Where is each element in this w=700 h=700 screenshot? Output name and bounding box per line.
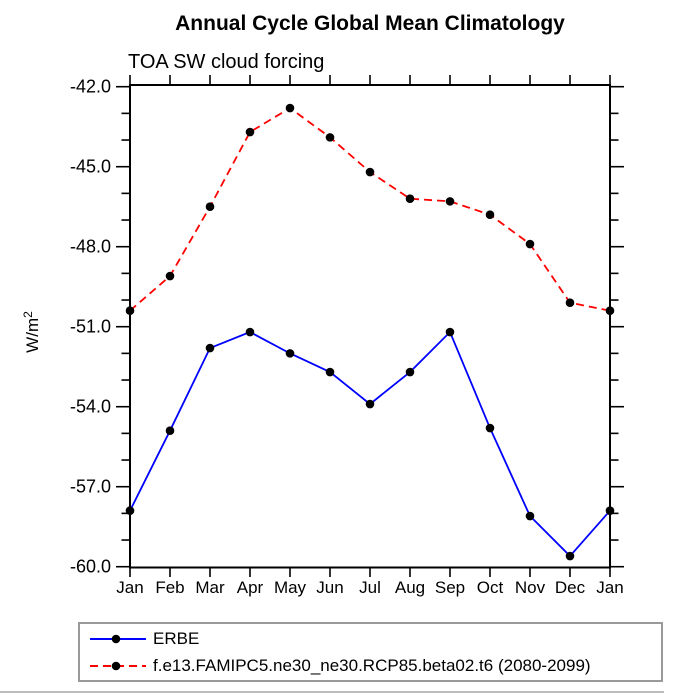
data-point [525,239,535,249]
data-point [245,327,255,337]
data-point [445,197,455,206]
data-point [365,399,375,409]
legend-label-model: f.e13.FAMIPC5.ne30_ne30.RCP85.beta02.t6 … [153,655,591,675]
data-point [565,298,575,308]
x-tick-label: Jun [316,578,343,597]
data-point [325,133,335,142]
data-point [165,426,175,436]
data-point [485,423,495,433]
chart-subtitle: TOA SW cloud forcing [128,51,325,73]
data-point [245,127,255,137]
data-point [365,167,375,177]
y-tick-label: -51.0 [70,317,111,337]
data-point [605,306,615,316]
y-tick-label: -42.0 [70,77,111,97]
x-tick-label: Jul [359,578,381,597]
y-tick-label: -60.0 [70,557,111,577]
legend-item-erbe: ERBE [89,626,661,651]
y-axis-title: W/m2 [21,311,42,353]
x-tick-label: Apr [237,578,264,597]
plot-frame [129,84,611,569]
legend: ERBE f.e13.FAMIPC5.ne30_ne30.RCP85.beta0… [78,622,663,682]
data-point [605,506,615,516]
x-tick-label: Feb [155,578,184,597]
data-point [125,506,135,516]
x-tick-label: Dec [555,578,586,597]
legend-label-erbe: ERBE [153,628,200,648]
data-point [285,103,295,113]
series-line-erbe [129,330,611,558]
data-point [125,306,135,316]
data-point [325,367,335,377]
x-tick-label: Nov [515,578,546,597]
x-tick-label: May [274,578,307,597]
data-point [525,511,535,521]
data-point [165,271,175,281]
legend-item-model: f.e13.FAMIPC5.ne30_ne30.RCP85.beta02.t6 … [89,653,661,678]
model-line-sample-icon [90,661,146,670]
data-point [205,343,215,353]
data-point [205,202,215,212]
data-point [445,327,455,337]
chart-title: Annual Cycle Global Mean Climatology [175,12,565,35]
x-tick-label: Mar [195,578,225,597]
data-point [285,349,295,358]
data-point [405,194,415,204]
x-tick-label: Jan [116,578,143,597]
x-tick-label: Jan [596,578,623,597]
x-tick-label: Oct [477,578,504,597]
x-tick-label: Aug [395,578,425,597]
y-tick-label: -45.0 [70,157,111,177]
erbe-line-sample-icon [90,634,146,643]
x-tick-label: Sep [435,578,465,597]
y-tick-label: -57.0 [70,477,111,497]
next-panel-top-edge [0,691,664,693]
data-point [565,551,575,561]
y-tick-label: -48.0 [70,237,111,257]
data-point [405,367,415,377]
series-line-model [129,106,611,312]
y-tick-label: -54.0 [70,397,111,417]
data-point [485,210,495,220]
